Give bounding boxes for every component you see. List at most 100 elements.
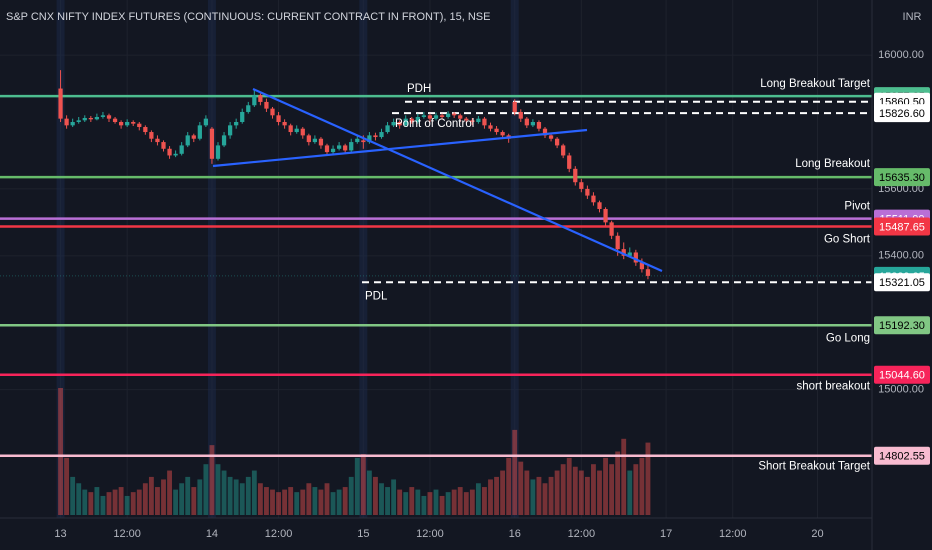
volume-bar (360, 454, 366, 515)
candle-body (603, 208, 608, 223)
candle-body (270, 108, 275, 116)
candle-body (173, 153, 178, 156)
volume-bar (482, 487, 487, 515)
candle-body (464, 118, 469, 121)
candle-body (355, 138, 360, 143)
volume-bar (572, 466, 578, 515)
price-tag (874, 365, 930, 384)
candle-body (379, 132, 384, 138)
volume-bar (197, 479, 203, 515)
candle-body (373, 135, 378, 138)
price-tag (874, 217, 930, 236)
volume-bar (221, 470, 227, 515)
candle-body (385, 125, 390, 133)
volume-bar (100, 495, 106, 515)
candle-body (567, 155, 572, 169)
candle-body (452, 113, 457, 116)
candle-body (639, 262, 645, 270)
volume-bar (645, 442, 651, 515)
price-tag (874, 446, 930, 465)
price-tag-label: 15826.60 (879, 108, 925, 120)
price-tag (874, 273, 930, 292)
candle-body (343, 145, 348, 151)
volume-bar (403, 492, 409, 515)
candle-body (106, 115, 112, 119)
candle-body (445, 113, 451, 117)
volume-bar (203, 464, 209, 515)
price-tag-label: 15192.30 (879, 320, 925, 332)
volume-bar (475, 483, 481, 515)
volume-bar (155, 487, 160, 515)
currency: INR (903, 11, 922, 23)
volume-bar (536, 476, 542, 515)
candle-body (137, 123, 142, 128)
candle-body (294, 128, 299, 133)
volume-bar (639, 457, 645, 515)
x-tick-label: 17 (660, 528, 672, 540)
volume-bar (506, 457, 512, 515)
volume-bar (251, 470, 257, 515)
candle-body (312, 138, 318, 143)
price-tag-label: 15321.05 (879, 277, 925, 289)
x-tick-label: 14 (206, 528, 218, 540)
volume-bar (439, 495, 445, 515)
price-tag-label: 15487.65 (879, 221, 925, 233)
trend-line (252, 87, 663, 273)
candle-body (131, 122, 136, 124)
volume-bar (312, 487, 318, 515)
y-tick-label: 15000.00 (878, 384, 924, 396)
volume (58, 388, 651, 515)
candle-body (100, 115, 106, 117)
volume-bar (427, 492, 433, 515)
volume-bar (421, 495, 427, 515)
candle-body (203, 118, 209, 126)
candle-body (94, 116, 100, 120)
price-tag-label: 15635.30 (879, 172, 925, 184)
volume-bar (609, 464, 615, 515)
volume-bar (603, 457, 608, 515)
candle-body (143, 127, 148, 133)
volume-bar (415, 489, 421, 515)
candle-body (554, 138, 560, 146)
volume-bar (112, 489, 118, 515)
volume-bar (548, 476, 554, 515)
candle-body (149, 132, 154, 139)
candle-body (76, 120, 81, 122)
volume-bar (191, 487, 197, 515)
price-tag (874, 168, 930, 187)
level-label: Pivot (844, 201, 870, 213)
volume-bar (118, 487, 124, 515)
candle-body (561, 145, 566, 156)
level-label: Long Breakout (795, 158, 871, 170)
volume-bar (391, 479, 397, 515)
candles (58, 70, 651, 280)
volume-bar (463, 492, 469, 515)
level-label: Go Short (824, 234, 871, 246)
volume-bar (324, 483, 330, 515)
candle-body (64, 118, 69, 126)
candle-body (615, 235, 620, 250)
volume-bar (106, 492, 112, 515)
volume-bar (348, 476, 354, 515)
volume-bar (239, 483, 245, 515)
volume-bar (288, 487, 294, 515)
x-tick-label: 12:00 (568, 528, 596, 540)
candle-body (518, 111, 523, 119)
volume-bar (518, 461, 524, 515)
candle-body (112, 118, 118, 122)
level-label: Long Breakout Target (760, 78, 871, 90)
volume-bar (264, 487, 269, 515)
volume-bar (245, 476, 251, 515)
price-tag-label: 15044.60 (879, 370, 925, 382)
level-label: Short Breakout Target (758, 461, 870, 473)
candle-body (433, 115, 439, 119)
candle-body (403, 118, 408, 126)
chart-title: S&P CNX NIFTY INDEX FUTURES (CONTINUOUS:… (6, 11, 490, 23)
session-band (510, 0, 519, 518)
candle-body (161, 142, 166, 149)
candle-body (609, 222, 614, 236)
candle-body (179, 145, 184, 154)
candle-body (458, 115, 463, 119)
candle-body (524, 118, 529, 126)
candle-body (633, 252, 638, 263)
